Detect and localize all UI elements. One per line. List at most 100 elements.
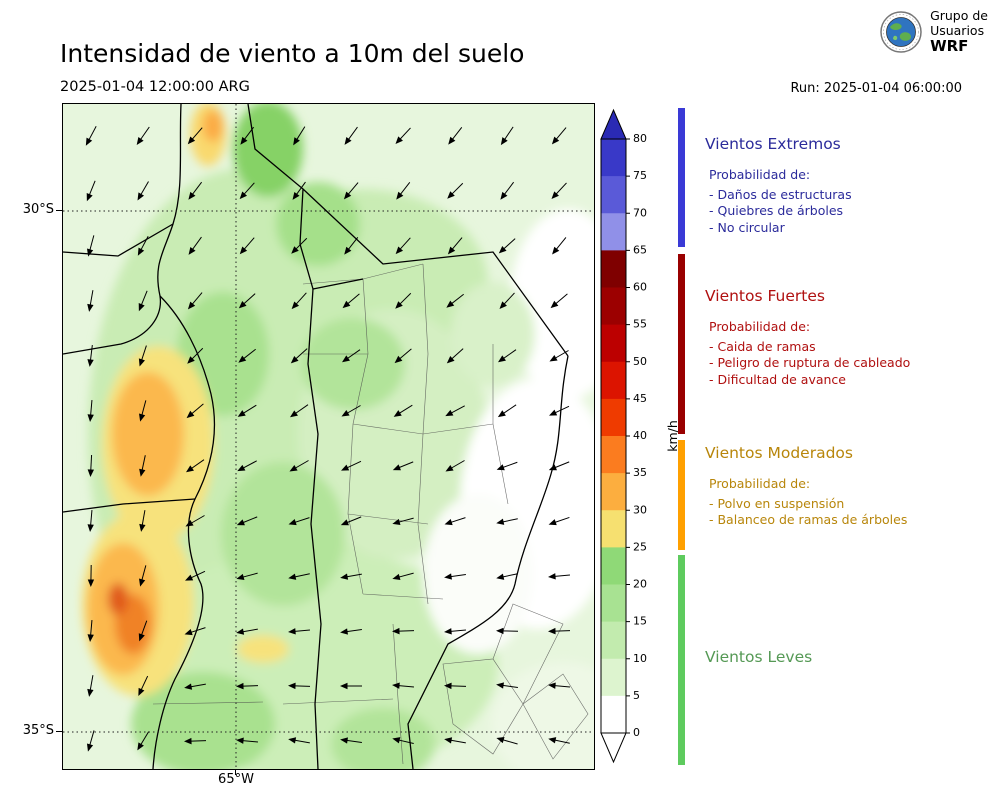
- wind-arrow: [548, 627, 571, 635]
- wind-arrow: [138, 345, 147, 367]
- legend-item: - Caida de ramas: [709, 338, 816, 354]
- wind-arrow: [552, 237, 567, 255]
- wind-arrow: [392, 517, 414, 525]
- wind-arrow: [446, 293, 464, 308]
- wind-arrow: [343, 182, 359, 200]
- colorbar-tick-label: 20: [633, 578, 647, 591]
- lat-label-35s: 35°S: [22, 723, 54, 738]
- legend-title-fuertes: Vientos Fuertes: [705, 287, 825, 305]
- legend-item: - Quiebres de árboles: [709, 203, 844, 218]
- wind-arrow: [240, 126, 255, 145]
- wind-arrow: [548, 737, 570, 744]
- lat-tick-35s: [56, 731, 62, 732]
- wind-arrow: [344, 237, 359, 255]
- colorbar-segment: [601, 361, 626, 400]
- wind-arrow: [341, 349, 361, 363]
- wind-arrow: [87, 290, 94, 312]
- wind-arrow: [395, 237, 411, 255]
- wind-arrow: [185, 570, 206, 581]
- colorbar-tick-label: 5: [633, 689, 640, 702]
- wind-arrow: [291, 292, 307, 310]
- wind-arrow: [291, 237, 308, 254]
- wind-arrow: [139, 510, 146, 532]
- colorbar-segment: [601, 324, 626, 363]
- legend-section-leves: Vientos Leves: [705, 648, 993, 680]
- wind-arrow: [548, 516, 570, 526]
- lon-label-65w: 65°W: [218, 772, 254, 787]
- wind-arrow: [340, 573, 362, 580]
- wind-arrow: [340, 516, 362, 526]
- wind-arrow: [184, 627, 206, 636]
- legend-item: - Balanceo de ramas de árboles: [709, 512, 908, 527]
- wind-arrow: [444, 573, 466, 580]
- wind-arrow: [87, 399, 94, 422]
- wind-arrow: [187, 127, 203, 145]
- wind-arrow: [87, 619, 94, 642]
- wind-arrow: [551, 182, 567, 200]
- colorbar-unit-label: km/h: [664, 420, 680, 452]
- wind-arrow: [288, 682, 311, 690]
- legend-title-extremos: Vientos Extremos: [705, 135, 841, 153]
- wind-arrow: [447, 182, 464, 199]
- wind-arrow: [548, 461, 570, 471]
- wind-arrow: [187, 347, 204, 364]
- wind-speed-shading: [82, 104, 594, 769]
- wind-arrow: [447, 237, 463, 255]
- wind-arrow: [496, 736, 518, 745]
- wind-arrow: [395, 127, 411, 145]
- page-title: Intensidad de viento a 10m del suelo: [60, 38, 525, 68]
- wind-arrow: [444, 628, 467, 635]
- wind-arrow: [237, 460, 257, 472]
- wind-arrow: [393, 404, 413, 417]
- colorbar-tick-label: 55: [633, 318, 647, 331]
- wind-arrow: [496, 461, 518, 471]
- colorbar-tick-label: 65: [633, 243, 647, 256]
- logo-line-3: WRF: [930, 37, 969, 55]
- wind-arrow: [289, 460, 309, 472]
- colorbar-tick-label: 0: [633, 726, 640, 739]
- wind-arrow: [392, 627, 415, 635]
- legend-section-extremos: Vientos Extremos Probabilidad de: - Daños …: [705, 135, 993, 236]
- wind-arrow: [497, 349, 517, 363]
- wind-arrow: [238, 293, 256, 309]
- colorbar-segment: [601, 176, 626, 214]
- colorbar-segment: [601, 584, 626, 623]
- wind-arrow: [341, 460, 362, 471]
- wind-arrow: [139, 455, 146, 477]
- logo: Grupo de Usuarios WRF: [880, 8, 988, 55]
- wind-arrow: [87, 564, 95, 587]
- wind-arrow: [498, 238, 516, 254]
- wind-arrow: [139, 400, 147, 422]
- wind-arrow: [239, 237, 255, 255]
- map-canvas: [63, 104, 594, 769]
- province-borders: [63, 104, 569, 769]
- legend-item: - Peligro de ruptura de cableado: [709, 355, 911, 370]
- wind-arrow: [86, 730, 95, 752]
- legend-title-moderados: Vientos Moderados: [705, 444, 853, 462]
- wind-arrow: [237, 404, 257, 417]
- legend-probability-label: Probabilidad de:: [709, 476, 811, 491]
- wind-arrow: [185, 459, 205, 473]
- wind-arrow: [87, 675, 94, 697]
- wind-arrow: [87, 345, 94, 367]
- legend-bar-fuertes: [678, 254, 685, 434]
- valid-time-label: 2025-01-04 12:00:00 ARG: [60, 79, 250, 95]
- wind-arrow: [292, 181, 306, 200]
- wind-arrows-layer: [85, 126, 571, 752]
- colorbar: 0 5 10 15 20 25 30 35 40 45 50 55 60 65 70 75 80: [598, 108, 678, 773]
- legend-section-fuertes: Vientos Fuertes Probabilidad de: - Caida d…: [705, 287, 993, 388]
- wind-arrow: [445, 405, 465, 417]
- wind-arrow: [448, 127, 463, 145]
- wind-arrow: [548, 573, 571, 580]
- wind-arrow: [496, 627, 519, 635]
- colorbar-tick-label: 30: [633, 503, 647, 516]
- graticule-lines: [63, 104, 594, 769]
- wind-arrow: [392, 682, 415, 689]
- wind-arrow: [344, 126, 358, 145]
- colorbar-segment: [601, 473, 626, 511]
- colorbar-tick-label: 35: [633, 466, 647, 479]
- wind-arrow: [549, 350, 569, 362]
- lon-tick-65w: [235, 769, 236, 775]
- wind-arrow: [293, 126, 306, 146]
- wind-arrow: [341, 405, 361, 417]
